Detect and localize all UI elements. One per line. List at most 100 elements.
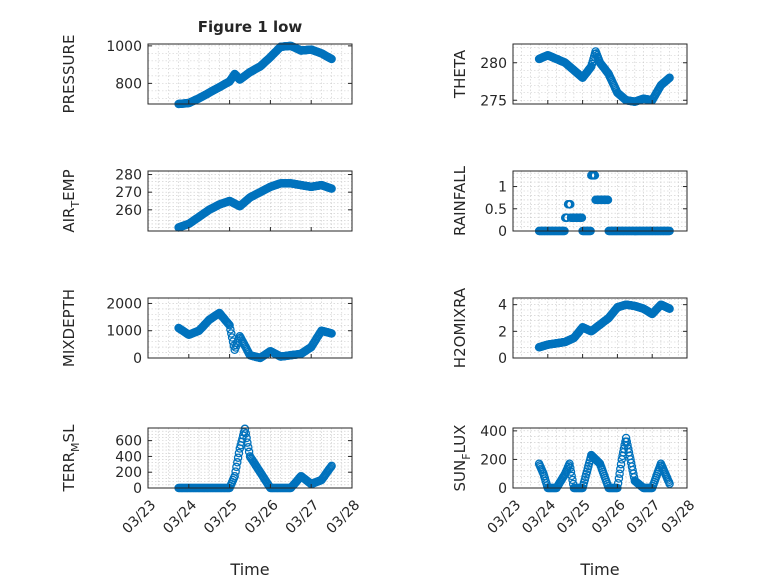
y-tick-label: 270 xyxy=(115,185,142,201)
y-tick-label: 275 xyxy=(480,93,507,109)
data-point xyxy=(615,469,624,478)
data-point xyxy=(327,329,336,338)
data-point xyxy=(567,471,576,481)
data-point xyxy=(568,475,577,485)
x-tick-label: 03/27 xyxy=(624,497,664,537)
y-tick-label: 0 xyxy=(498,224,507,240)
data-point xyxy=(225,321,234,330)
data-point xyxy=(616,459,626,469)
data-point xyxy=(327,54,336,64)
data-point xyxy=(231,467,240,476)
subplot-pressure: 800 1000 PRESSURE Figure 1 low xyxy=(60,18,353,114)
data-point xyxy=(244,442,253,452)
y-tick-label: 0 xyxy=(133,351,142,367)
chart-title: Figure 1 low xyxy=(198,18,303,36)
axes-frame xyxy=(512,427,688,489)
data-point xyxy=(233,458,242,467)
subplot-theta: 275 280 THETA xyxy=(451,43,688,109)
x-tick-label: 03/24 xyxy=(160,497,200,537)
y-axis-label: RAINFALL xyxy=(451,165,469,236)
data-point xyxy=(227,329,236,338)
x-tick-label: 03/28 xyxy=(323,497,363,537)
y-tick-label: 2000 xyxy=(106,296,142,312)
y-tick-label: 400 xyxy=(115,449,142,465)
axes-frame xyxy=(512,170,688,232)
axes-frame xyxy=(512,297,688,359)
y-tick-label: 280 xyxy=(115,168,142,184)
y-tick-label: 800 xyxy=(115,76,142,92)
axes-frame xyxy=(512,43,688,105)
subplot-mixdepth: 0 1000 2000 MIXDEPTH xyxy=(60,289,353,367)
data-point xyxy=(242,433,251,443)
y-tick-label: 400 xyxy=(480,424,507,440)
y-axis-label: MIXDEPTH xyxy=(60,289,78,367)
x-tick-label: 03/25 xyxy=(554,497,594,537)
data-point xyxy=(327,461,336,471)
y-axis-label: PRESSURE xyxy=(60,35,78,114)
data-point xyxy=(613,478,623,488)
data-point xyxy=(577,213,587,222)
x-axis-label: Time xyxy=(229,560,269,579)
data-point xyxy=(233,453,243,462)
y-tick-label: 1000 xyxy=(106,39,142,55)
x-tick-label: 03/26 xyxy=(589,497,629,537)
x-tick-label: 03/23 xyxy=(484,497,524,537)
data-point xyxy=(224,320,234,329)
y-tick-label: 200 xyxy=(115,465,142,481)
y-tick-label: 4 xyxy=(498,298,507,314)
data-point xyxy=(566,463,575,473)
data-point xyxy=(226,325,235,334)
data-point xyxy=(614,474,624,483)
y-tick-label: 2 xyxy=(498,324,507,340)
x-tick-label: 03/26 xyxy=(242,497,282,537)
axes-frame xyxy=(147,43,353,105)
y-axis-label: SUNFLUX xyxy=(451,425,473,492)
x-tick-label: 03/24 xyxy=(519,497,559,537)
y-tick-label: 0.5 xyxy=(485,202,507,218)
x-tick-label: 03/23 xyxy=(119,497,159,537)
data-point xyxy=(244,447,254,457)
data-point xyxy=(616,464,625,474)
data-point xyxy=(325,464,335,473)
y-tick-label: 600 xyxy=(115,434,142,450)
data-point xyxy=(232,462,241,472)
subplot-h2omixra: 0 2 4 H2OMIXRA xyxy=(451,287,688,368)
x-axis-label: Time xyxy=(579,560,619,579)
data-point xyxy=(230,471,239,481)
data-point xyxy=(665,304,674,313)
y-tick-label: 200 xyxy=(480,452,507,468)
data-point xyxy=(565,459,574,468)
y-axis-label: AIRTEMP xyxy=(60,169,82,232)
y-axis-label: H2OMIXRA xyxy=(451,287,469,368)
data-point xyxy=(243,438,252,447)
x-tick-label: 03/27 xyxy=(283,497,323,537)
axes-frame xyxy=(147,297,353,359)
y-tick-label: 0 xyxy=(498,481,507,497)
data-point xyxy=(566,467,576,477)
y-tick-label: 1000 xyxy=(106,324,142,340)
x-tick-label: 03/28 xyxy=(658,497,698,537)
y-tick-label: 280 xyxy=(480,56,507,72)
axes-frame xyxy=(147,170,353,232)
data-point xyxy=(665,479,674,488)
data-point xyxy=(241,429,251,438)
data-point xyxy=(590,171,600,180)
subplot-rainfall: 0 0.5 1 RAINFALL xyxy=(451,165,688,240)
x-tick-label: 03/25 xyxy=(201,497,241,537)
y-axis-label: THETA xyxy=(451,49,469,99)
data-point xyxy=(240,424,250,434)
data-point xyxy=(665,73,674,83)
y-tick-label: 1 xyxy=(498,180,507,196)
data-point xyxy=(234,448,244,458)
axes-frame xyxy=(147,427,353,489)
y-tick-label: 260 xyxy=(115,203,142,219)
data-point xyxy=(603,195,613,205)
y-tick-label: 0 xyxy=(133,481,142,497)
data-point xyxy=(327,184,336,193)
data-point xyxy=(566,200,575,209)
y-tick-label: 0 xyxy=(498,351,507,367)
